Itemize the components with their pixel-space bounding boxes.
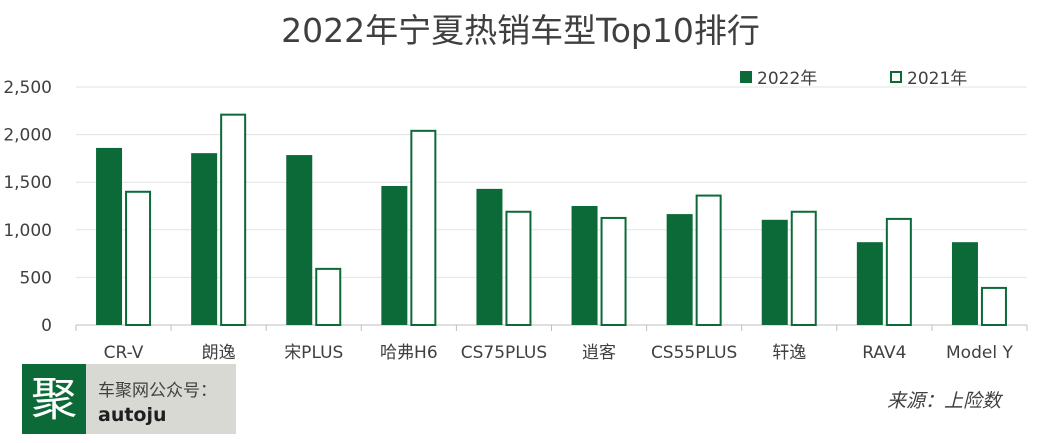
brand-wechat-label: 车聚网公众号：: [98, 381, 217, 401]
bar-2021: [600, 216, 627, 326]
brand-banner: 聚 车聚网公众号： autoju: [22, 364, 236, 434]
y-tick-label: 1,500: [3, 173, 52, 193]
bar-2021: [315, 267, 342, 327]
chart-title: 2022年宁夏热销车型Top10排行: [281, 11, 760, 50]
legend-label-2021: 2021年: [907, 69, 968, 89]
bar-2022: [761, 219, 788, 325]
y-tick-label: 2,000: [3, 126, 52, 146]
bar-2021: [980, 286, 1007, 327]
data-source: 来源：上险数: [886, 390, 1001, 412]
x-tick-label: RAV4: [862, 343, 906, 363]
bar-2022: [191, 153, 218, 325]
bar-2022: [96, 147, 123, 325]
y-tick-label: 500: [20, 268, 52, 288]
brand-account-name: autoju: [98, 404, 167, 426]
bar-2022: [856, 242, 883, 325]
bar-2022: [286, 155, 313, 325]
bar-2021: [410, 129, 437, 326]
bar-2021: [695, 194, 722, 326]
x-tick-label: 逍客: [582, 343, 616, 363]
bar-2021: [790, 210, 817, 326]
legend-label-2022: 2022年: [757, 69, 818, 89]
bar-2022: [571, 206, 598, 325]
bar-2021: [125, 190, 152, 326]
legend-swatch-2022: [740, 70, 752, 83]
x-tick-label: CR-V: [104, 343, 144, 363]
x-tick-label: CS55PLUS: [651, 343, 737, 363]
x-tick-label: CS75PLUS: [461, 343, 547, 363]
bar-2021: [885, 217, 912, 326]
y-tick-label: 1,000: [3, 221, 52, 241]
x-tick-label: 哈弗H6: [380, 343, 438, 363]
x-tick-label: 朗逸: [202, 343, 236, 363]
bar-2022: [951, 242, 978, 325]
legend-item-2021: 2021年: [890, 64, 967, 89]
bar-2022: [381, 186, 408, 325]
x-tick-label: 轩逸: [772, 343, 806, 363]
y-tick-label: 0: [41, 316, 52, 336]
bar-2021: [220, 113, 247, 326]
legend-swatch-2021: [890, 70, 902, 83]
brand-logo: 聚: [22, 364, 86, 434]
legend-item-2022: 2022年: [740, 64, 817, 89]
bar-2021: [505, 210, 532, 326]
bar-2022: [476, 188, 503, 325]
y-tick-label: 2,500: [3, 78, 52, 98]
x-tick-label: 宋PLUS: [284, 343, 343, 363]
x-tick-label: Model Y: [946, 343, 1013, 363]
bar-2022: [666, 214, 693, 325]
